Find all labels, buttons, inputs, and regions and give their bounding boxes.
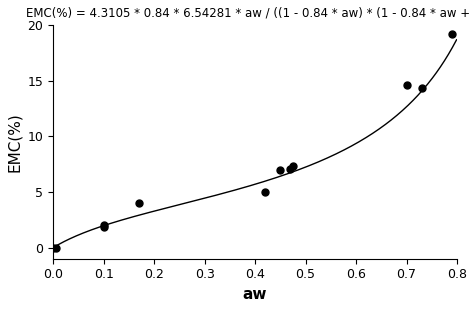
Point — [276, 167, 284, 172]
Point — [52, 245, 59, 250]
Y-axis label: EMC(%): EMC(%) — [7, 112, 22, 172]
Point — [289, 164, 297, 169]
Point — [287, 166, 294, 171]
Point — [100, 222, 108, 227]
Point — [135, 201, 143, 206]
Point — [448, 32, 456, 37]
Point — [49, 246, 57, 251]
X-axis label: aw: aw — [243, 287, 267, 302]
Point — [403, 83, 410, 88]
Point — [418, 86, 426, 91]
Title: EMC(%) = 4.3105 * 0.84 * 6.54281 * aw / ((1 - 0.84 * aw) * (1 - 0.84 * aw + ...: EMC(%) = 4.3105 * 0.84 * 6.54281 * aw / … — [26, 7, 474, 20]
Point — [100, 224, 108, 229]
Point — [261, 189, 269, 194]
